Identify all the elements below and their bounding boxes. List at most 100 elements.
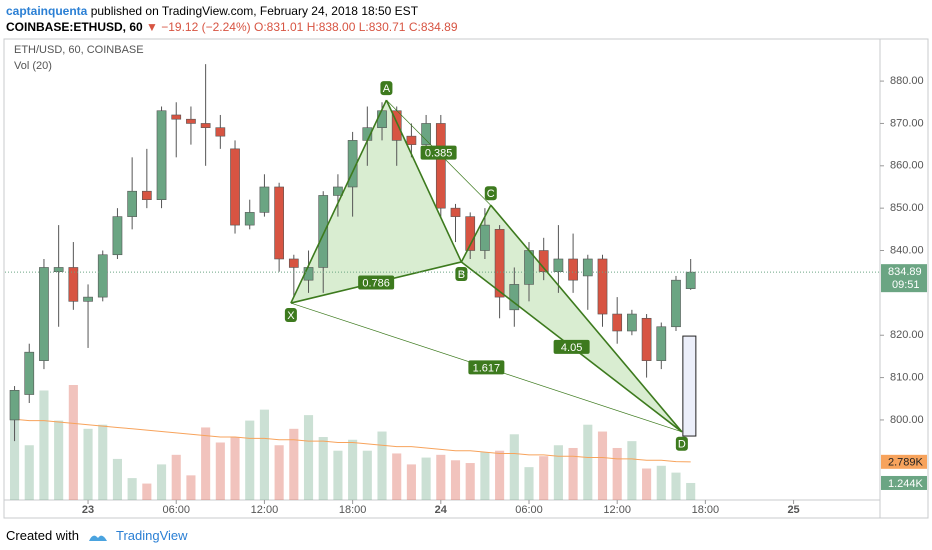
candle-body xyxy=(641,317,652,361)
volume-bar xyxy=(230,437,240,500)
ratio-label: 0.786 xyxy=(362,277,390,289)
candle-body xyxy=(53,267,64,272)
candle-body xyxy=(671,279,681,328)
chart: ETH/USD, 60, COINBASE Vol (20) 0.786 0.38… xyxy=(3,38,929,519)
point-label: A xyxy=(383,83,391,95)
x-tick-label: 12:00 xyxy=(251,504,279,516)
pattern-leg xyxy=(385,99,463,263)
published: published on TradingView.com, February 2… xyxy=(90,4,419,18)
volume-bar xyxy=(83,428,93,500)
candle-body xyxy=(494,229,505,298)
ratio-label: 1.617 xyxy=(473,362,501,374)
x-tick-label: 18:00 xyxy=(339,504,367,516)
candle-body xyxy=(259,186,270,213)
ratio-box xyxy=(553,339,590,354)
volume-bar xyxy=(142,483,152,500)
volume-bar xyxy=(421,457,431,500)
point-box xyxy=(484,186,497,201)
point-box xyxy=(455,266,468,281)
volume-bar xyxy=(495,450,505,500)
x-tick-label: 25 xyxy=(787,504,799,516)
volume-bar xyxy=(553,445,563,500)
volume-bar xyxy=(377,431,387,500)
candle-body xyxy=(156,110,167,200)
volume-bar xyxy=(568,447,578,500)
y-tick-label: 820.00 xyxy=(890,329,924,341)
low: L:830.71 xyxy=(358,20,406,34)
change: ▼ −19.12 (−2.24%) xyxy=(146,20,251,34)
ratio-box xyxy=(358,275,395,290)
brand[interactable]: TradingView xyxy=(116,528,188,543)
volume-bar xyxy=(127,478,137,500)
volume-bar xyxy=(539,456,549,500)
candle-body xyxy=(421,123,431,145)
symbol: COINBASE:ETHUSD, 60 xyxy=(6,20,143,34)
volume-ma-line xyxy=(14,418,691,463)
y-tick-label: 870.00 xyxy=(890,117,924,129)
x-tick-label: 23 xyxy=(82,504,94,516)
volume-bar xyxy=(362,450,372,500)
candle-body xyxy=(230,148,240,226)
candle-body xyxy=(582,258,593,277)
pattern-triangle xyxy=(290,100,462,304)
vol-label: 1.244K xyxy=(888,478,924,490)
pattern-leg xyxy=(290,99,388,304)
vol-ma-label: 2.789K xyxy=(888,457,924,469)
candle-body xyxy=(127,190,137,217)
ratio-box xyxy=(468,360,505,375)
last-price-box xyxy=(881,264,927,293)
candle-body xyxy=(685,271,696,289)
point-box xyxy=(675,436,688,451)
candle-body xyxy=(597,258,608,315)
volume-bar xyxy=(186,475,196,500)
candle-body xyxy=(200,123,211,128)
candle-body xyxy=(171,114,182,120)
candle-body xyxy=(612,313,623,332)
volume-bar xyxy=(597,431,608,500)
candle-body xyxy=(244,212,255,226)
vol-box xyxy=(881,475,927,490)
created-with: Created with xyxy=(6,528,79,543)
volume-bar xyxy=(39,390,49,500)
vol-ma-box xyxy=(881,454,927,469)
volume-bar xyxy=(436,454,446,500)
y-tick-label: 860.00 xyxy=(890,160,924,172)
volume-bar xyxy=(627,441,637,500)
candle-body xyxy=(627,313,637,332)
volume-bar xyxy=(98,424,108,500)
volume-bar xyxy=(112,458,122,500)
volume-bar xyxy=(524,467,534,500)
pattern-triangle xyxy=(461,205,682,432)
volume-bar xyxy=(509,434,519,500)
author[interactable]: captainquenta xyxy=(6,4,88,18)
volume-bar xyxy=(245,420,255,500)
volume-bar xyxy=(54,420,64,500)
header: captainquenta published on TradingView.c… xyxy=(0,0,932,38)
volume-bar xyxy=(201,427,211,500)
countdown: 09:51 xyxy=(892,279,920,291)
volume-bar xyxy=(642,468,652,500)
x-tick-label: 24 xyxy=(435,504,448,516)
volume-bar xyxy=(274,445,284,500)
candle-body xyxy=(288,258,299,268)
point-box xyxy=(380,81,393,96)
candle-body xyxy=(656,326,667,361)
volume-bar xyxy=(656,465,666,500)
volume-bar xyxy=(392,453,402,500)
candle-body xyxy=(215,127,226,137)
pattern-leg xyxy=(490,204,683,433)
publish-line: captainquenta published on TradingView.c… xyxy=(6,3,926,19)
ratio-label: 0.385 xyxy=(425,148,453,160)
chart-title: ETH/USD, 60, COINBASE xyxy=(14,44,144,56)
volume-bar xyxy=(318,437,328,500)
ratio-label: 4.05 xyxy=(561,342,582,354)
close: C:834.89 xyxy=(408,20,458,34)
volume-bar xyxy=(333,450,343,500)
point-box xyxy=(284,308,297,323)
volume-bar xyxy=(686,482,696,500)
volume-bar xyxy=(671,472,681,500)
candle-body xyxy=(333,186,343,196)
candle-body xyxy=(9,389,20,421)
volume-bar xyxy=(24,445,34,500)
frame xyxy=(3,38,929,519)
